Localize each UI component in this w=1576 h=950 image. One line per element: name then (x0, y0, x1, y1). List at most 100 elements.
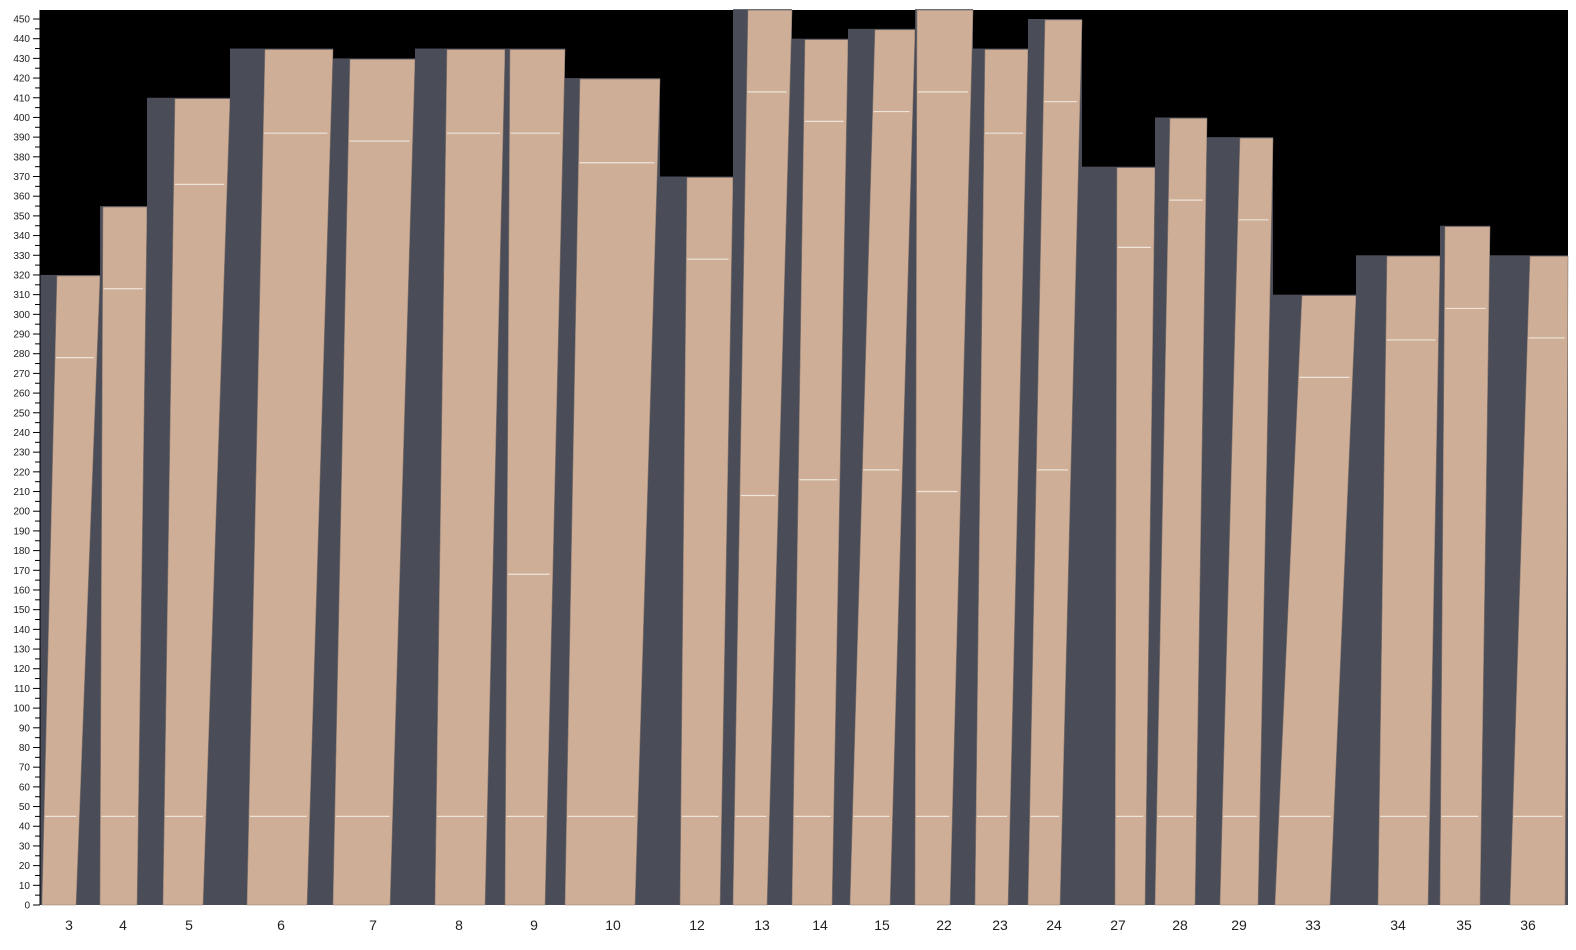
y-tick-label: 10 (19, 881, 31, 892)
y-tick-label: 60 (19, 782, 31, 793)
veneer-sheet (564, 78, 661, 906)
y-tick-label: 170 (13, 566, 30, 577)
column-8 (415, 48, 506, 906)
column-9 (504, 48, 566, 906)
y-tick-label: 40 (19, 822, 31, 833)
y-tick-label: 0 (24, 901, 30, 912)
x-tick-label: 9 (530, 917, 538, 933)
column-13 (732, 9, 793, 906)
veneer-sheet (791, 39, 849, 906)
column-3 (40, 274, 101, 906)
y-axis: 0 10 20 30 40 50 60 70 80 90 100 110 120 130 140 150 160… (13, 10, 41, 912)
column-28 (1154, 117, 1208, 906)
y-tick-label: 290 (13, 330, 30, 341)
veneer-sheet (41, 275, 101, 906)
y-tick-label: 100 (13, 704, 30, 715)
x-tick-label: 4 (119, 917, 127, 933)
column-10 (564, 78, 661, 906)
y-tick-label: 210 (13, 487, 30, 498)
y-tick-label: 120 (13, 664, 30, 675)
veneer-sheet (162, 98, 231, 906)
column-12 (660, 176, 734, 906)
veneer-sheet (1219, 137, 1274, 906)
column-22 (914, 9, 974, 906)
x-tick-label: 12 (689, 917, 705, 933)
y-tick-label: 70 (19, 763, 31, 774)
y-tick-label: 90 (19, 723, 31, 734)
x-tick-label: 14 (812, 917, 828, 933)
x-axis: 3 4 5 6 7 8 9 10 12 13 14 15 22 23 24 27 28 29 33 34 35 36 (65, 917, 1536, 933)
x-tick-label: 10 (605, 917, 621, 933)
column-29 (1207, 137, 1274, 906)
y-tick-label: 110 (14, 684, 30, 695)
veneer-sheet (914, 9, 974, 906)
veneer-sheet (434, 49, 506, 906)
veneer-sheet (1509, 255, 1569, 906)
x-tick-label: 7 (369, 917, 377, 933)
column-5 (147, 97, 231, 906)
x-tick-label: 15 (874, 917, 890, 933)
y-tick-label: 330 (13, 251, 30, 262)
y-tick-label: 190 (13, 526, 30, 537)
y-tick-label: 390 (13, 133, 30, 144)
y-tick-label: 160 (13, 585, 30, 596)
y-tick-label: 200 (13, 507, 30, 518)
x-tick-label: 28 (1172, 917, 1188, 933)
column-24 (1027, 19, 1083, 906)
y-tick-label: 250 (13, 408, 30, 419)
x-tick-label: 3 (65, 917, 73, 933)
y-tick-label: 320 (13, 270, 30, 281)
column-34 (1356, 255, 1441, 906)
y-tick-label: 400 (13, 113, 30, 124)
veneer-sheet (849, 29, 916, 906)
y-tick-label: 450 (13, 15, 30, 26)
column-4 (99, 206, 148, 906)
x-tick-label: 27 (1110, 917, 1126, 933)
veneer-sheet (1114, 167, 1156, 906)
y-tick-label: 300 (13, 310, 30, 321)
y-tick-label: 30 (19, 841, 31, 852)
y-tick-label: 350 (13, 211, 30, 222)
y-tick-label: 430 (13, 54, 30, 65)
x-tick-label: 23 (992, 917, 1008, 933)
veneer-sheet (332, 59, 416, 906)
column-23 (973, 48, 1029, 906)
column-6 (230, 48, 334, 906)
x-tick-label: 24 (1046, 917, 1062, 933)
veneer-sheet (732, 9, 793, 906)
y-tick-label: 240 (13, 428, 30, 439)
veneer-sheet (679, 177, 734, 906)
x-tick-label: 8 (455, 917, 463, 933)
y-tick-label: 140 (13, 625, 30, 636)
y-tick-label: 310 (13, 290, 30, 301)
y-tick-label: 80 (19, 743, 31, 754)
y-tick-label: 340 (13, 231, 30, 242)
y-tick-label: 420 (13, 74, 30, 85)
veneer-sheet (99, 206, 148, 906)
columns (40, 9, 1569, 906)
column-7 (332, 58, 416, 906)
x-tick-label: 6 (277, 917, 285, 933)
veneer-sheet (1027, 19, 1083, 906)
veneer-sheet (1439, 226, 1491, 906)
y-tick-label: 230 (13, 448, 30, 459)
y-tick-label: 260 (13, 389, 30, 400)
veneer-sheet (1154, 118, 1208, 906)
column-15 (848, 28, 916, 906)
column-36 (1490, 255, 1569, 906)
veneer-sheet (504, 49, 566, 906)
y-tick-label: 360 (13, 192, 30, 203)
y-tick-label: 220 (13, 467, 30, 478)
y-tick-label: 20 (19, 861, 31, 872)
y-tick-label: 280 (13, 349, 30, 360)
y-tick-label: 180 (13, 546, 30, 557)
y-tick-label: 130 (13, 645, 30, 656)
column-35 (1439, 225, 1491, 906)
y-tick-label: 380 (13, 152, 30, 163)
veneer-sheet (974, 49, 1029, 906)
y-tick-label: 370 (13, 172, 30, 183)
x-tick-label: 33 (1305, 917, 1321, 933)
x-tick-label: 36 (1520, 917, 1536, 933)
x-tick-label: 13 (754, 917, 770, 933)
